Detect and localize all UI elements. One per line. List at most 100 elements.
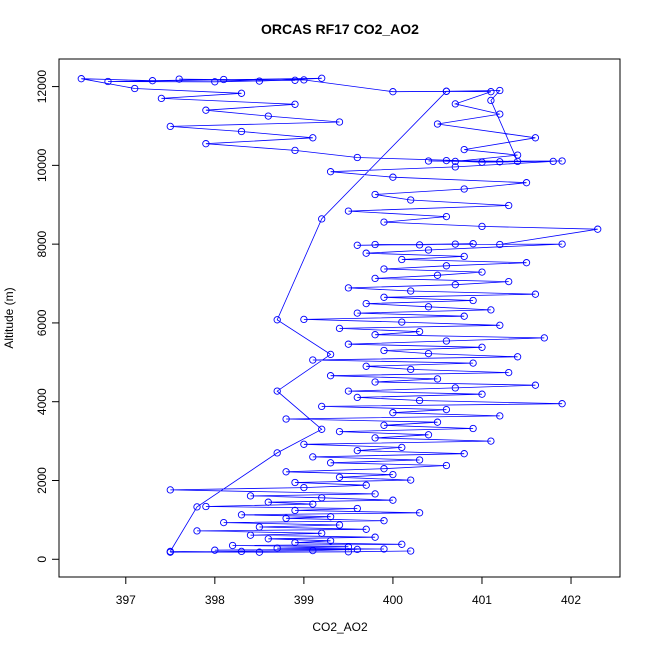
y-tick-label: 4000 [35, 388, 49, 415]
data-point [371, 240, 379, 249]
data-point [282, 415, 290, 423]
data-point [309, 500, 317, 508]
data-point [77, 75, 85, 83]
data-point [273, 387, 281, 395]
data-point [496, 158, 504, 166]
data-point [451, 281, 459, 289]
data-point [335, 324, 344, 333]
data-point [505, 201, 513, 210]
data-point [300, 315, 308, 324]
data-point [389, 470, 397, 479]
data-point [318, 402, 326, 411]
data-point [326, 459, 335, 467]
data-point [469, 240, 477, 248]
data-point [237, 89, 246, 97]
data-point [442, 405, 451, 414]
data-point [478, 390, 486, 398]
y-axis-label: Altitude (m) [2, 287, 16, 348]
data-point [442, 87, 451, 95]
data-point [371, 331, 379, 339]
data-point [326, 372, 335, 380]
data-point [273, 316, 281, 324]
data-point [460, 450, 468, 458]
data-point [335, 521, 344, 529]
data-point [380, 421, 388, 429]
data-point [451, 157, 459, 166]
chart-title: ORCAS RF17 CO2_AO2 [261, 21, 419, 37]
data-point [237, 547, 246, 556]
data-point [371, 490, 379, 498]
data-point [424, 246, 433, 254]
data-point [202, 140, 210, 148]
data-point [478, 158, 486, 166]
data-point [380, 517, 388, 525]
data-point [424, 157, 433, 165]
x-tick-label: 402 [561, 593, 581, 607]
data-point [505, 277, 513, 286]
data-point [531, 381, 540, 389]
data-point [282, 514, 290, 522]
data-point [398, 255, 406, 264]
data-point [309, 134, 317, 142]
data-point [255, 523, 264, 531]
data-point [326, 537, 335, 545]
data-point [273, 544, 281, 552]
data-point [362, 481, 370, 489]
data-point [246, 492, 255, 500]
data-point [407, 547, 415, 555]
data-point [220, 518, 228, 527]
y-tick-label: 0 [35, 556, 49, 563]
data-point [389, 88, 397, 96]
data-point [309, 453, 317, 461]
data-point [380, 346, 388, 355]
data-point [228, 541, 237, 550]
data-point [496, 240, 504, 249]
data-point [398, 540, 406, 548]
data-point [193, 503, 201, 511]
data-point [309, 546, 317, 555]
data-point [371, 434, 379, 442]
data-point [505, 368, 513, 377]
x-tick-label: 398 [205, 593, 225, 607]
data-point [291, 506, 299, 515]
data-point [237, 511, 246, 519]
data-point [291, 539, 299, 547]
data-point [487, 306, 495, 314]
data-point [487, 437, 495, 445]
series-line [81, 77, 598, 553]
data-point [246, 531, 255, 539]
data-point [478, 343, 486, 351]
data-point [496, 412, 504, 420]
data-point [318, 74, 326, 82]
data-point [344, 207, 353, 215]
data-point [131, 84, 139, 93]
data-point [371, 533, 379, 541]
x-tick-label: 400 [383, 593, 403, 607]
data-point [496, 110, 504, 118]
data-point [380, 545, 388, 553]
data-point [344, 387, 353, 395]
data-point [353, 545, 361, 554]
data-point [291, 100, 299, 108]
data-point [469, 296, 477, 305]
y-tick-label: 12000 [35, 70, 49, 104]
data-point [353, 393, 361, 402]
data-point [594, 225, 602, 233]
data-point [415, 509, 424, 517]
data-point [424, 303, 433, 311]
data-point [344, 543, 353, 551]
data-point [335, 427, 344, 436]
data-point [326, 513, 335, 521]
data-point [318, 529, 326, 537]
data-point [166, 547, 174, 556]
data-point [300, 76, 308, 84]
data-point [433, 120, 442, 128]
data-point [220, 75, 228, 84]
x-tick-label: 399 [294, 593, 314, 607]
data-point [442, 461, 451, 470]
data-point [460, 145, 468, 154]
x-axis-label: CO2_AO2 [312, 620, 368, 634]
data-point [264, 498, 272, 506]
data-point [380, 265, 388, 273]
data-point [211, 546, 219, 554]
